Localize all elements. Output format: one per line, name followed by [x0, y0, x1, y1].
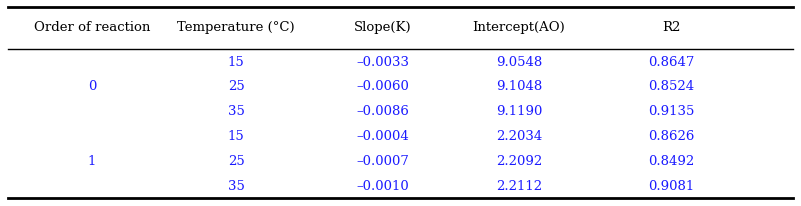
Text: 35: 35: [227, 179, 245, 192]
Text: –0.0086: –0.0086: [356, 105, 409, 118]
Text: –0.0004: –0.0004: [356, 130, 409, 142]
Text: 25: 25: [228, 80, 244, 93]
Text: 0.8626: 0.8626: [648, 130, 694, 142]
Text: 2.2092: 2.2092: [496, 154, 542, 167]
Text: 0.8524: 0.8524: [648, 80, 694, 93]
Text: R2: R2: [662, 21, 680, 34]
Text: –0.0060: –0.0060: [356, 80, 409, 93]
Text: Order of reaction: Order of reaction: [34, 21, 151, 34]
Text: –0.0007: –0.0007: [356, 154, 409, 167]
Text: 2.2034: 2.2034: [496, 130, 542, 142]
Text: –0.0010: –0.0010: [356, 179, 409, 192]
Text: Slope(K): Slope(K): [354, 21, 412, 34]
Text: 0.8492: 0.8492: [648, 154, 694, 167]
Text: 9.1190: 9.1190: [496, 105, 542, 118]
Text: 9.1048: 9.1048: [496, 80, 542, 93]
Text: Temperature (°C): Temperature (°C): [178, 21, 295, 34]
Text: 0.9135: 0.9135: [648, 105, 694, 118]
Text: 0.8647: 0.8647: [648, 55, 694, 68]
Text: 35: 35: [227, 105, 245, 118]
Text: Intercept(AO): Intercept(AO): [473, 21, 566, 34]
Text: 15: 15: [228, 130, 244, 142]
Text: 15: 15: [228, 55, 244, 68]
Text: –0.0033: –0.0033: [356, 55, 409, 68]
Text: 1: 1: [88, 154, 96, 167]
Text: 2.2112: 2.2112: [496, 179, 542, 192]
Text: 0.9081: 0.9081: [648, 179, 694, 192]
Text: 25: 25: [228, 154, 244, 167]
Text: 9.0548: 9.0548: [496, 55, 542, 68]
Text: 0: 0: [88, 80, 96, 93]
